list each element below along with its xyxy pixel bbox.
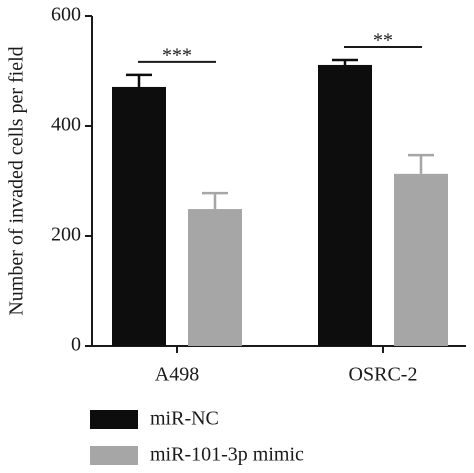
significance-label: *** (162, 44, 192, 66)
x-tick-label: A498 (155, 364, 199, 386)
y-tick-label: 600 (51, 4, 81, 26)
error-bar (202, 191, 228, 210)
legend-label: miR-NC (150, 408, 219, 430)
y-tick-label: 200 (51, 224, 81, 246)
legend-label: miR-101-3p mimic (150, 444, 304, 466)
bar (318, 64, 372, 346)
legend-swatch (90, 410, 138, 429)
error-bar (126, 73, 152, 87)
y-axis-label: Number of invaded cells per field (6, 46, 28, 315)
legend-swatch (90, 446, 138, 465)
bar (394, 173, 448, 346)
error-bar (408, 153, 434, 174)
y-tick-label: 400 (51, 114, 81, 136)
x-tick-label: OSRC-2 (349, 364, 418, 386)
error-bar (332, 58, 358, 65)
y-tick-label: 0 (71, 334, 81, 356)
bar (112, 86, 166, 346)
bar (188, 209, 242, 346)
significance-label: ** (373, 30, 393, 52)
